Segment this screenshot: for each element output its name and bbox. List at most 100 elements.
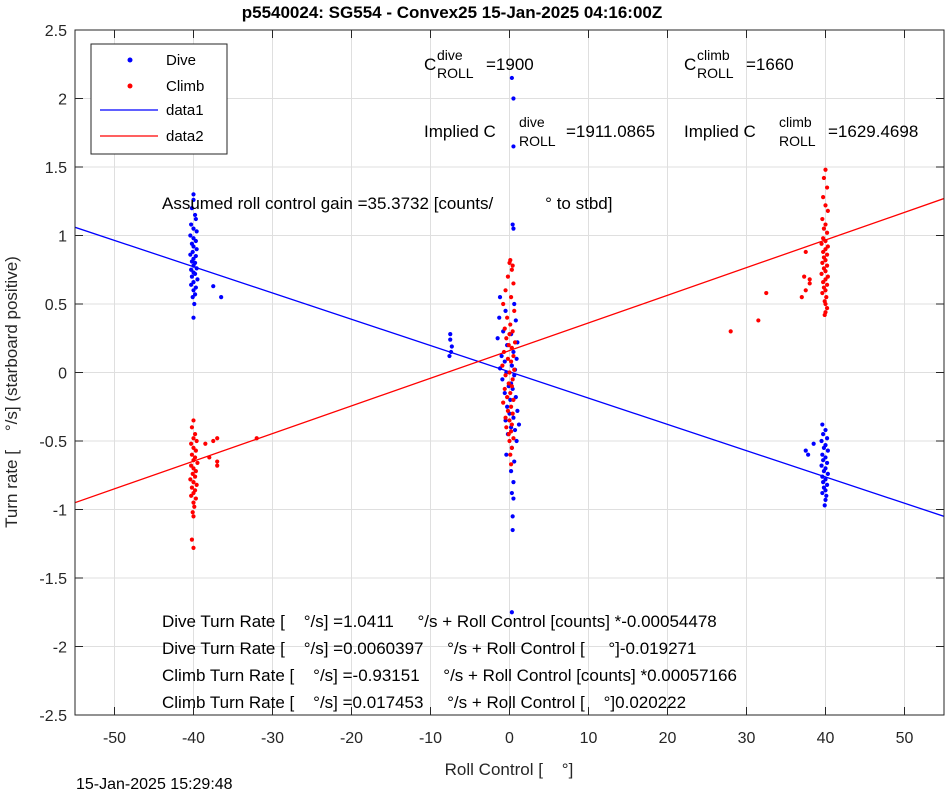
- climb-point: [807, 277, 812, 282]
- c-roll-dive-value: =1900: [486, 55, 534, 74]
- climb-point: [508, 404, 514, 409]
- climb-point: [189, 452, 195, 457]
- legend-box: [90, 43, 228, 155]
- x-tick-label: 20: [659, 730, 677, 747]
- dive-point: [502, 359, 507, 364]
- climb-point: [189, 441, 194, 446]
- climb-point: [511, 353, 516, 359]
- climb-point: [510, 263, 515, 268]
- gain-annotation: Assumed roll control gain =35.3732 [coun…: [162, 194, 612, 213]
- y-tick-label: -1: [53, 503, 67, 520]
- climb-point: [823, 258, 828, 263]
- dive-point: [509, 363, 514, 368]
- x-tick-label: 40: [817, 730, 835, 747]
- climb-point: [193, 469, 198, 474]
- dive-point: [516, 422, 522, 427]
- climb-point: [191, 466, 196, 471]
- implied-dive-annotation: Implied C dive ROLL =1911.0865: [424, 114, 655, 149]
- climb-point: [505, 315, 510, 320]
- dive-point: [823, 497, 828, 503]
- dive-point: [821, 458, 826, 463]
- x-tick-label: -40: [182, 730, 205, 747]
- dive-point: [499, 353, 504, 359]
- climb-point: [504, 425, 509, 430]
- dive-point: [513, 318, 518, 323]
- dive-point: [448, 332, 453, 337]
- climb-point: [823, 301, 828, 307]
- climb-point: [511, 436, 516, 441]
- implied-dive-sup: dive: [519, 114, 545, 130]
- dive-point: [192, 301, 197, 307]
- dive-point: [511, 226, 516, 231]
- climb-point: [819, 241, 824, 246]
- dive-point: [821, 432, 826, 437]
- dive-point: [495, 336, 500, 341]
- climb-point: [191, 445, 196, 450]
- climb-point: [802, 274, 807, 279]
- x-tick-label: 10: [580, 730, 598, 747]
- dive-point: [510, 514, 515, 519]
- c-roll-climb-sup: climb: [697, 47, 730, 63]
- y-tick-label: -2.5: [39, 708, 67, 725]
- dive-point: [191, 192, 196, 197]
- climb-point: [824, 295, 829, 300]
- dive-point: [515, 408, 520, 413]
- dive-point: [509, 490, 514, 496]
- dive-point: [825, 448, 830, 453]
- climb-point: [508, 462, 514, 467]
- climb-point: [823, 247, 828, 252]
- climb-point: [501, 349, 507, 355]
- climb-point: [512, 367, 517, 372]
- climb-point: [505, 408, 511, 413]
- timestamp: 15-Jan-2025 15:29:48: [76, 776, 233, 792]
- climb-point: [764, 290, 769, 296]
- climb-point: [190, 510, 195, 515]
- implied-climb-value: =1629.4698: [828, 122, 918, 141]
- climb-point: [192, 432, 198, 437]
- dive-point: [512, 373, 517, 378]
- dive-point: [191, 197, 196, 202]
- climb-point: [189, 493, 194, 498]
- climb-point: [824, 185, 830, 190]
- climb-point: [824, 282, 830, 287]
- fit-line-data2: [75, 197, 944, 504]
- climb-point: [824, 263, 830, 268]
- climb-point: [507, 370, 512, 375]
- climb-point: [511, 281, 516, 286]
- y-tick-label: -2: [53, 640, 67, 657]
- dive-point: [194, 247, 199, 252]
- fit-line-1: Dive Turn Rate [ °/s] =1.0411 °/s + Roll…: [162, 612, 717, 631]
- implied-dive-prefix: Implied C: [424, 122, 496, 141]
- climb-point: [509, 445, 514, 450]
- dive-point: [509, 75, 514, 81]
- climb-point: [506, 381, 511, 386]
- climb-point: [821, 195, 826, 200]
- climb-point: [503, 415, 508, 420]
- dive-point: [820, 452, 825, 457]
- dive-point: [448, 349, 454, 355]
- dive-point: [822, 503, 827, 508]
- dive-point: [449, 344, 454, 349]
- dive-point: [823, 477, 828, 482]
- dive-point: [189, 282, 194, 287]
- climb-point: [509, 384, 514, 389]
- climb-point: [821, 175, 827, 181]
- climb-point: [825, 244, 830, 249]
- implied-climb-sup: climb: [779, 114, 812, 130]
- dive-point: [189, 259, 195, 264]
- c-roll-climb-prefix: C: [684, 55, 696, 74]
- dive-point: [194, 229, 199, 234]
- dive-point: [503, 308, 508, 313]
- climb-point: [215, 436, 220, 441]
- climb-point: [821, 279, 826, 285]
- climb-point: [824, 230, 830, 235]
- c-roll-climb-value: =1660: [746, 55, 794, 74]
- climb-point: [191, 500, 196, 505]
- climb-point: [823, 277, 828, 282]
- x-tick-label: 0: [505, 730, 514, 747]
- dive-point: [825, 471, 830, 476]
- climb-point: [506, 432, 511, 437]
- climb-point: [799, 295, 804, 300]
- climb-point: [505, 274, 511, 279]
- climb-point: [509, 422, 514, 427]
